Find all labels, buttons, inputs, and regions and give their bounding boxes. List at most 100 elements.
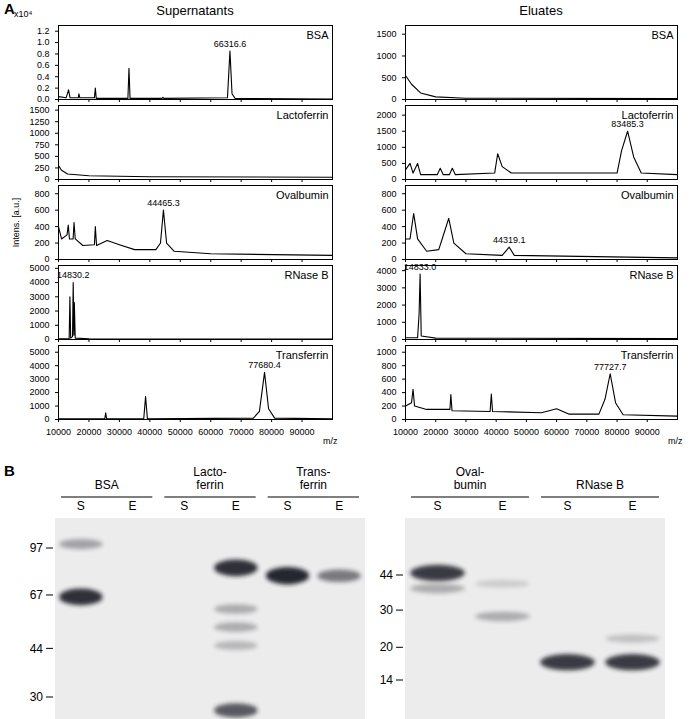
svg-text:0: 0 [391,254,396,264]
svg-text:0: 0 [44,414,49,424]
svg-text:250: 250 [34,163,49,173]
svg-text:44465.3: 44465.3 [147,198,180,208]
svg-text:500: 500 [381,73,396,83]
svg-text:RNase B: RNase B [629,269,673,281]
svg-text:600: 600 [381,205,396,215]
svg-text:500: 500 [381,158,396,168]
svg-text:E: E [628,499,636,513]
svg-text:0: 0 [391,414,396,424]
svg-text:Intens. [a.u.]: Intens. [a.u.] [11,198,21,248]
svg-text:S: S [283,499,291,513]
svg-text:44: 44 [380,568,394,582]
svg-text:83485.3: 83485.3 [611,119,644,129]
svg-text:BSA: BSA [306,29,329,41]
svg-text:BSA: BSA [95,478,119,492]
svg-text:3000: 3000 [376,283,396,293]
svg-text:60000: 60000 [544,427,569,437]
svg-text:70000: 70000 [574,427,599,437]
svg-text:200: 200 [34,238,49,248]
svg-text:90000: 90000 [290,427,315,437]
svg-text:1250: 1250 [29,117,49,127]
svg-text:Transferrin: Transferrin [276,349,329,361]
svg-text:0: 0 [44,174,49,184]
svg-text:Lacto-: Lacto- [193,465,226,479]
svg-text:0.2: 0.2 [37,83,50,93]
svg-text:E: E [498,499,506,513]
svg-text:0: 0 [391,174,396,184]
svg-text:80000: 80000 [605,427,630,437]
svg-text:E: E [128,499,136,513]
svg-text:600: 600 [34,205,49,215]
svg-text:30: 30 [380,603,394,617]
svg-text:1000: 1000 [29,320,49,330]
svg-text:3000: 3000 [29,374,49,384]
svg-text:S: S [180,499,188,513]
svg-text:5000: 5000 [29,263,49,273]
svg-text:bumin: bumin [454,478,487,492]
svg-text:4000: 4000 [29,277,49,287]
svg-text:4000: 4000 [376,266,396,276]
svg-text:Transferrin: Transferrin [621,349,674,361]
svg-text:200: 200 [381,238,396,248]
svg-text:66316.6: 66316.6 [214,39,247,49]
svg-text:14830.2: 14830.2 [57,270,90,280]
svg-text:50000: 50000 [514,427,539,437]
svg-text:1000: 1000 [376,142,396,152]
svg-text:Lactoferrin: Lactoferrin [277,109,329,121]
svg-text:E: E [232,499,240,513]
svg-text:20000: 20000 [423,427,448,437]
svg-text:0.6: 0.6 [37,60,50,70]
svg-text:77727.7: 77727.7 [594,362,627,372]
svg-text:1000: 1000 [376,347,396,357]
svg-text:1000: 1000 [29,128,49,138]
svg-text:14: 14 [380,673,394,687]
svg-text:1.0: 1.0 [37,37,50,47]
svg-text:RNase B: RNase B [284,269,328,281]
svg-text:2000: 2000 [29,387,49,397]
svg-text:40000: 40000 [484,427,509,437]
svg-text:20000: 20000 [76,427,101,437]
svg-text:500: 500 [34,151,49,161]
svg-text:20: 20 [380,640,394,654]
svg-text:Ovalbumin: Ovalbumin [276,189,329,201]
svg-text:RNase B: RNase B [576,478,624,492]
svg-text:1.2: 1.2 [37,26,50,36]
svg-text:30000: 30000 [107,427,132,437]
svg-text:Oval-: Oval- [456,465,485,479]
svg-text:2000: 2000 [376,300,396,310]
svg-text:1500: 1500 [376,29,396,39]
svg-text:S: S [433,499,441,513]
svg-text:0: 0 [391,334,396,344]
svg-text:40000: 40000 [137,427,162,437]
svg-text:0: 0 [391,94,396,104]
svg-text:S: S [563,499,571,513]
svg-text:1000: 1000 [376,317,396,327]
svg-text:Trans-: Trans- [296,465,330,479]
svg-text:400: 400 [381,221,396,231]
svg-text:90000: 90000 [635,427,660,437]
svg-text:E: E [335,499,343,513]
svg-text:67: 67 [30,588,44,602]
svg-text:60000: 60000 [198,427,223,437]
svg-text:10000: 10000 [393,427,418,437]
svg-text:0.8: 0.8 [37,49,50,59]
svg-text:2000: 2000 [376,110,396,120]
svg-text:1000: 1000 [376,51,396,61]
svg-text:97: 97 [30,541,44,555]
svg-text:2000: 2000 [29,306,49,316]
svg-text:BSA: BSA [651,29,674,41]
svg-text:5000: 5000 [29,347,49,357]
svg-text:200: 200 [381,401,396,411]
svg-text:44: 44 [30,642,44,656]
svg-text:14833.0: 14833.0 [404,262,437,272]
svg-text:0: 0 [44,334,49,344]
svg-text:44319.1: 44319.1 [493,235,526,245]
svg-text:1500: 1500 [29,105,49,115]
svg-text:Ovalbumin: Ovalbumin [621,189,674,201]
svg-text:70000: 70000 [229,427,254,437]
svg-text:750: 750 [34,140,49,150]
svg-text:ferrin: ferrin [300,478,327,492]
svg-text:m/z: m/z [668,436,683,446]
svg-text:3000: 3000 [29,292,49,302]
svg-text:800: 800 [381,361,396,371]
